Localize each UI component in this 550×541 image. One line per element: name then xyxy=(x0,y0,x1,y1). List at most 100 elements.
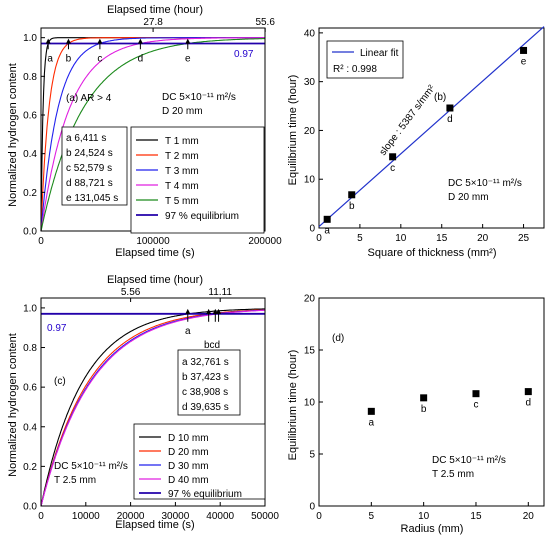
panel-b-legend-box xyxy=(326,40,404,79)
panel-b-legend: Linear fit R² : 0.998 xyxy=(326,40,404,79)
panel-c-y-axis-label: Normalized hydrogen content xyxy=(7,333,19,477)
panel-c-marker-c-arrow-head xyxy=(212,308,218,314)
panel-b-point-a xyxy=(323,215,331,223)
panel-b-condition-dc: DC 5×10⁻¹¹ m²/s xyxy=(448,178,522,189)
panel-b-point-c xyxy=(389,153,397,161)
panel-c-y-tick-label: 0.0 xyxy=(23,502,37,513)
panel-a-marker-letter-b: b xyxy=(66,53,72,64)
panel-d-x-axis-label: Radius (mm) xyxy=(401,523,464,535)
panel-a-y-tick-label: 0.0 xyxy=(23,227,37,238)
panel-c-x-tick-label: 20000 xyxy=(117,511,145,522)
panel-c-marker-d-arrow-head xyxy=(216,308,222,314)
panel-a-marker-a-arrow-head xyxy=(45,38,51,44)
panel-a-series-3 xyxy=(40,37,265,232)
panel-d-y-tick-label: 15 xyxy=(304,346,316,357)
panel-a-x-tick-label: 200000 xyxy=(248,236,282,247)
panel-a-title: (a) AR > 4 xyxy=(66,93,112,104)
panel-c-frame xyxy=(40,297,266,507)
panel-d-point-label-d: d xyxy=(526,398,532,409)
panel-c-legend-item-1: D 20 mm xyxy=(168,447,209,458)
panel-a-legend-item-2: T 3 mm xyxy=(165,166,199,177)
panel-b-y-tick-label: 20 xyxy=(304,126,316,137)
panel-a-legend-item-4: T 5 mm xyxy=(165,196,199,207)
panel-c-x-tick-label: 0 xyxy=(38,511,44,522)
panel-b-x-tick-label: 5 xyxy=(357,233,363,244)
panel-b-point-label-d: d xyxy=(447,114,453,125)
panel-d-y-tick-label: 0 xyxy=(309,502,315,513)
panel-d-x-tick-label: 15 xyxy=(470,511,482,522)
panel-c-condition-t: T 2.5 mm xyxy=(54,475,96,486)
panel-a-marker-table: a 6,411 s b 24,524 s c 52,579 s d 88,721… xyxy=(61,126,128,206)
panel-d-point-a xyxy=(367,407,375,415)
panel-c-top-tick-label: 5.56 xyxy=(121,287,141,298)
panel-a-marker-letter-e: e xyxy=(185,53,191,64)
panel-a-y-tick-label: 0.4 xyxy=(23,149,37,160)
panel-b-y-tick-label: 10 xyxy=(304,175,316,186)
panel-c-series-3 xyxy=(40,309,265,507)
panel-d-y-tick-label: 5 xyxy=(309,450,315,461)
panel-a-marker-d-text: d 88,721 s xyxy=(66,178,113,189)
panel-c-marker-b-text: b 37,423 s xyxy=(182,372,229,383)
panel-c-legend-item-3: D 40 mm xyxy=(168,475,209,486)
panel-a-top-tick-label: 27.8 xyxy=(143,17,163,28)
panel-a-y-axis-label: Normalized hydrogen content xyxy=(7,63,19,207)
panel-d-point-label-a: a xyxy=(369,417,375,428)
panel-b-title: (b) xyxy=(434,92,446,103)
panel-a-marker-letter-a: a xyxy=(47,53,53,64)
panel-d-condition-t: T 2.5 mm xyxy=(432,469,474,480)
panel-a-marker-letter-d: d xyxy=(138,53,144,64)
panel-a-plot-area: 0 100000 200000 0.0 0.2 0.4 0.6 0.8 1.0 27.8 55.6 a… xyxy=(23,17,282,247)
panel-a-x-axis-label: Elapsed time (s) xyxy=(115,247,194,259)
panel-b-x-tick-label: 20 xyxy=(477,233,489,244)
panel-c-equilibrium-label: 0.97 xyxy=(47,323,67,334)
panel-a-marker-b-arrow-head xyxy=(65,38,71,44)
panel-a-marker-c-text: c 52,579 s xyxy=(66,163,112,174)
panel-b-point-b xyxy=(348,191,356,199)
panel-b-y-axis-label: Equilibrium time (hour) xyxy=(287,75,299,186)
panel-b-plot-area: 0 5 10 15 20 25 0 10 20 30 40 a b c d e xyxy=(304,26,545,244)
panel-c-plot-area: 0 10000 20000 30000 40000 50000 0.0 0.2 0.4 0.6 0.… xyxy=(23,287,279,522)
panel-a-legend-item-1: T 2 mm xyxy=(165,151,199,162)
panel-a-marker-e-arrow-head xyxy=(185,38,191,44)
panel-c-x-axis-label: Elapsed time (s) xyxy=(115,519,194,531)
panel-c-marker-a-arrow-head xyxy=(185,308,191,314)
panel-c-marker-c-text: c 38,908 s xyxy=(182,387,228,398)
panel-c-y-tick-label: 0.6 xyxy=(23,383,37,394)
panel-d-point-d xyxy=(524,388,532,396)
panel-c-y-tick-label: 1.0 xyxy=(23,303,37,314)
panel-d-x-tick-label: 20 xyxy=(523,511,535,522)
panel-a-marker-table-box xyxy=(61,126,128,206)
panel-b-y-tick-label: 30 xyxy=(304,77,316,88)
panel-d: Equilibrium time (hour) Radius (mm) 0 5 10… xyxy=(287,294,545,535)
panel-b-x-tick-label: 15 xyxy=(436,233,448,244)
panel-d-point-label-b: b xyxy=(421,404,427,415)
panel-c-series-0 xyxy=(40,308,265,507)
panel-d-plot-area: 0 5 10 15 20 0 5 10 15 20 a b c d xyxy=(304,294,545,522)
panel-b-condition-d: D 20 mm xyxy=(448,192,489,203)
panel-c-condition-dc: DC 5×10⁻¹¹ m²/s xyxy=(54,461,128,472)
panel-d-x-tick-label: 10 xyxy=(418,511,430,522)
panel-c-marker-b-arrow-head xyxy=(206,308,212,314)
panel-a-legend-item-5: 97 % equilibrium xyxy=(165,211,239,222)
panel-b-legend-fit-label: Linear fit xyxy=(360,48,399,59)
panel-c-top-axis-label: Elapsed time (hour) xyxy=(107,274,203,286)
panel-b-point-d xyxy=(446,104,454,112)
panel-c-y-tick-label: 0.2 xyxy=(23,462,37,473)
panel-c-x-tick-label: 50000 xyxy=(251,511,279,522)
panel-c-legend: D 10 mm D 20 mm D 30 mm D 40 mm 97 % equ… xyxy=(133,423,266,500)
panel-a: Elapsed time (hour) Normalized hydrogen … xyxy=(7,4,282,259)
panel-c-legend-item-2: D 30 mm xyxy=(168,461,209,472)
panel-d-point-c xyxy=(472,390,480,398)
panel-a-legend-item-0: T 1 mm xyxy=(165,136,199,147)
panel-c-title: (c) xyxy=(54,376,66,387)
panel-d-title: (d) xyxy=(332,333,344,344)
panel-b-point-label-e: e xyxy=(521,56,527,67)
panel-a-marker-c-arrow-head xyxy=(97,38,103,44)
panel-c-legend-item-4: 97 % equilibrium xyxy=(168,489,242,500)
panel-c-top-tick-label: 11.11 xyxy=(208,287,232,298)
panel-c-marker-group-label: bcd xyxy=(204,340,220,351)
panel-b-point-label-a: a xyxy=(324,225,330,236)
panel-c: Elapsed time (hour) Normalized hydrogen … xyxy=(7,274,279,531)
panel-d-y-tick-label: 10 xyxy=(304,398,316,409)
